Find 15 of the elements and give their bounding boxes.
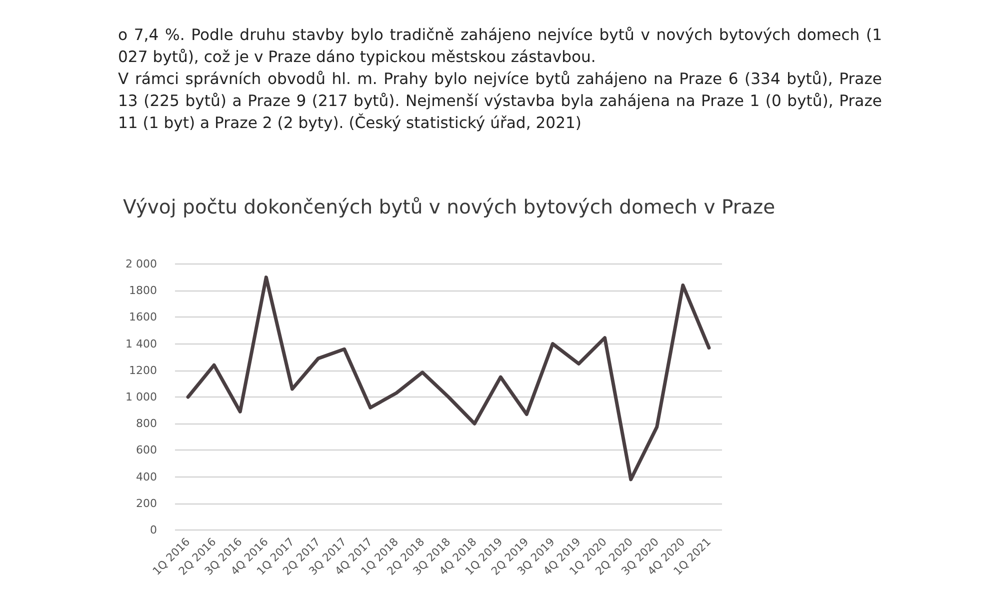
y-tick-label: 0 (150, 524, 157, 536)
y-tick-label: 1800 (129, 284, 157, 298)
y-tick-label: 1 000 (126, 390, 157, 404)
y-tick-label: 400 (136, 470, 157, 484)
line-series (186, 276, 711, 482)
chart-title: Vývoj počtu dokončených bytů v nových bytových domech v Praze (123, 196, 776, 218)
text: o 7,4 %. Podle druhu stavby bylo tradičně zahájeno nejvíce bytů v nových bytových domech (1 027 bytů), což je v Praze dáno typickou městskou zástavbou. (118, 25, 882, 68)
y-tick-label: 600 (136, 444, 157, 457)
y-tick-label: 2 000 (126, 258, 157, 270)
y-tick-label: 1600 (129, 310, 157, 324)
y-tick-label: 1 400 (126, 337, 157, 350)
y-tick-label: 200 (136, 496, 157, 510)
text: V rámci správních obvodů hl. m. Prahy bylo nejvíce bytů zahájeno na Praze 6 (334 bytů), Praze 13 (225 bytů) a Praze 9 (217 bytů). Nejmenší výstavba byla zahájena na Praze 1 (0 bytů), Praze 11 (1 byt) a Praze 2 (2 byty). (Český statistický úřad, 2021) (118, 69, 882, 134)
y-tick-label: 800 (136, 417, 157, 430)
y-tick-label: 1200 (129, 364, 157, 377)
